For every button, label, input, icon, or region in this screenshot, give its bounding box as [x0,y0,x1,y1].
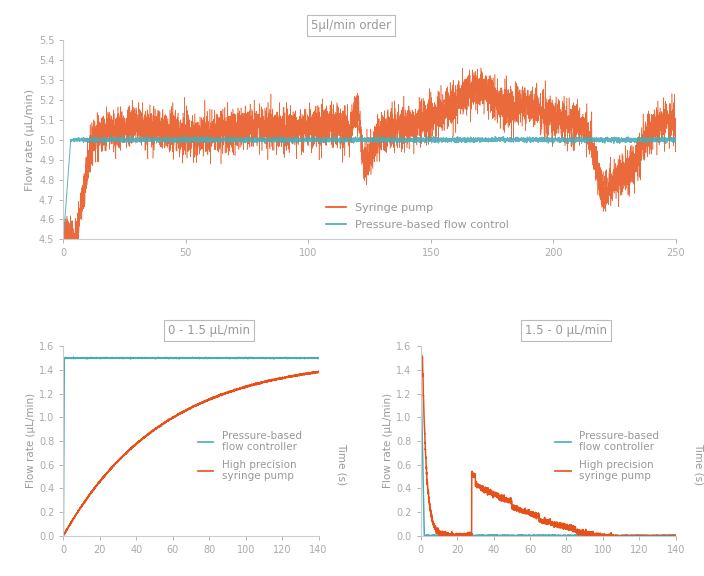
Pressure-based flow control [118,132,127,139]
Syringe pump [546,116,555,123]
Text: 5µl/min order: 5µl/min order [311,20,391,32]
Y-axis label: Flow rate (µL/min): Flow rate (µL/min) [384,393,394,488]
Syringe pump [422,102,430,109]
Text: 0 - 1.5 µL/min: 0 - 1.5 µL/min [168,324,250,337]
Syringe pump [59,236,68,242]
Y-axis label: Flow rate (µL/min): Flow rate (µL/min) [25,89,34,191]
Legend: Syringe pump, Pressure-based flow control: Syringe pump, Pressure-based flow contro… [326,203,509,230]
Pressure-based flow control [672,137,680,144]
Pressure-based flow control [513,136,522,143]
Syringe pump [59,218,68,225]
Legend: Pressure-based
flow controller, High precision
syringe pump: Pressure-based flow controller, High pre… [555,431,659,482]
Text: Time (s): Time (s) [337,442,346,485]
Syringe pump [672,115,680,122]
Pressure-based flow control [59,236,68,242]
Pressure-based flow control [422,135,430,142]
Syringe pump [513,108,522,115]
Line: Syringe pump: Syringe pump [63,68,676,239]
Pressure-based flow control [90,137,99,144]
Pressure-based flow control [281,136,289,143]
Syringe pump [448,89,457,96]
Pressure-based flow control [448,132,457,139]
Line: Pressure-based flow control: Pressure-based flow control [63,136,676,239]
Pressure-based flow control [546,137,555,144]
Text: Time (s): Time (s) [694,442,704,485]
Syringe pump [90,127,99,134]
Text: 1.5 - 0 µL/min: 1.5 - 0 µL/min [525,324,607,337]
Y-axis label: Flow rate (µL/min): Flow rate (µL/min) [26,393,36,488]
Syringe pump [477,65,485,71]
Legend: Pressure-based
flow controller, High precision
syringe pump: Pressure-based flow controller, High pre… [198,431,301,482]
Syringe pump [281,122,289,128]
